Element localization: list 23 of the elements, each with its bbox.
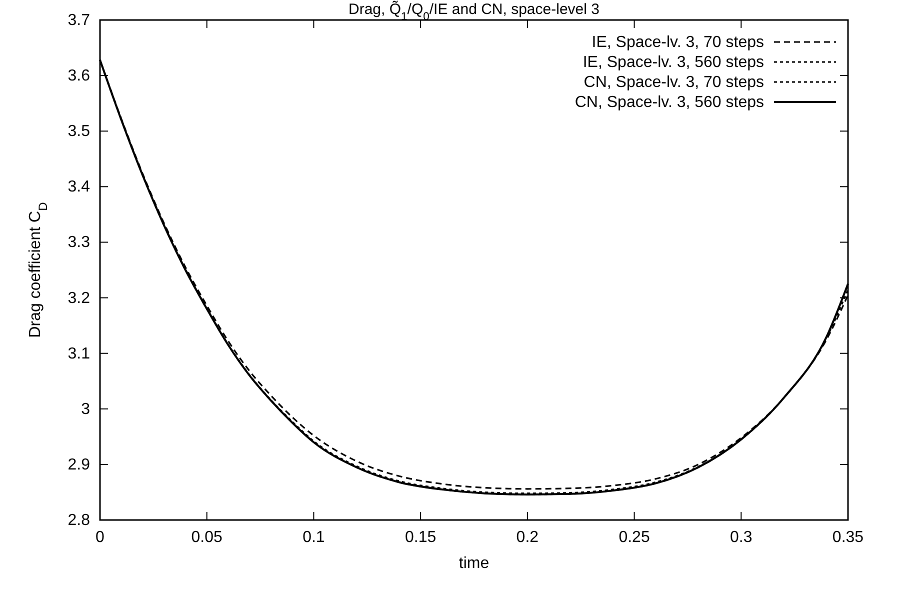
legend-label: CN, Space-lv. 3, 70 steps [584, 74, 764, 91]
x-tick-label: 0.3 [730, 529, 752, 546]
x-tick-label: 0.25 [618, 529, 650, 546]
y-tick-label: 2.8 [68, 512, 90, 529]
y-tick-label: 2.9 [68, 456, 90, 474]
y-tick-label: 3.4 [68, 178, 90, 196]
y-tick-label: 3.1 [68, 345, 90, 362]
x-axis-title: time [458, 555, 490, 572]
x-tick-label: 0.1 [302, 529, 325, 546]
x-tick-label: 0 [96, 529, 105, 546]
x-tick-label: 0.35 [832, 529, 864, 546]
y-tick-label: 3.6 [68, 68, 90, 85]
x-tick-label: 0.15 [405, 529, 436, 546]
y-tick-label: 3.7 [68, 12, 90, 29]
y-tick-label: 3.2 [68, 290, 90, 307]
legend-label: IE, Space-lv. 3, 560 steps [582, 54, 764, 71]
y-tick-label: 3.5 [68, 123, 90, 140]
x-tick-label: 0.2 [516, 529, 539, 546]
legend-label: CN, Space-lv. 3, 560 steps [574, 94, 764, 111]
y-tick-label: 3.3 [68, 234, 90, 252]
y-tick-label: 3 [81, 400, 90, 418]
x-tick-label: 0.05 [191, 529, 223, 546]
legend-label: IE, Space-lv. 3, 70 steps [592, 34, 764, 51]
